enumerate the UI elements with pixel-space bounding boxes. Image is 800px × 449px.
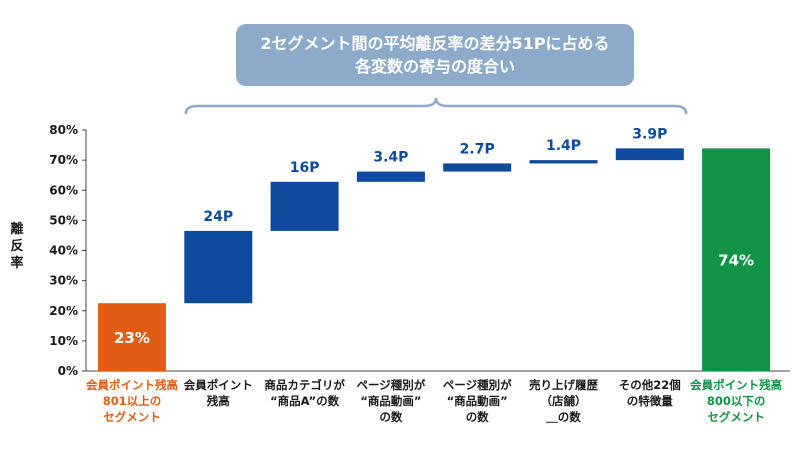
x-tick-label: の数 [379,410,402,424]
x-tick-label: 会員ポイント残高 [689,378,782,392]
x-tick-label: “商品動画” [360,394,421,408]
x-tick-label: 会員ポイント [183,378,253,392]
x-tick-label: ＿の数 [545,410,581,424]
x-tick-label: “商品A”の数 [270,394,339,408]
x-tick-label: ページ種別が [357,378,426,392]
bar-7 [615,148,684,161]
x-tick-label: その他22個 [619,378,681,392]
y-axis-label-char: 離 [10,221,23,237]
x-tick-label: セグメント [103,410,161,424]
x-tick-label: 残高 [207,394,230,408]
y-tick-label: 60% [49,183,78,197]
callout-line-2: 各変数の寄与の度合い [354,57,515,76]
y-tick-label: 40% [49,244,78,258]
bar-2 [184,230,253,304]
y-tick-label: 20% [49,304,78,318]
x-tick-label: セグメント [707,410,765,424]
bar-5 [443,163,512,172]
y-axis-label-char: 反 [10,238,23,254]
data-label-4: 3.4P [373,150,408,166]
x-tick-label: 商品カテゴリが [264,378,345,392]
bar-8 [702,148,771,371]
data-label-3: 16P [290,160,320,176]
x-tick-label: 801以上の [103,394,162,408]
y-tick-label: 30% [49,274,78,288]
x-tick-label: 会員ポイント残高 [85,378,178,392]
data-label-6: 1.4P [546,138,581,154]
callout-brace [184,97,688,115]
x-tick-label: 売り上げ履歴 [529,378,598,392]
y-tick-label: 70% [49,153,78,167]
x-tick-label: の数 [466,410,489,424]
bar-4 [356,171,425,182]
x-tick-label: （店舗） [541,394,587,408]
x-tick-label: ページ種別が [443,378,512,392]
y-tick-label: 50% [49,213,78,227]
data-label-5: 2.7P [460,141,495,157]
bar-1 [98,303,166,371]
data-label-2: 24P [203,209,233,225]
y-tick-label: 0% [58,364,78,378]
y-tick-label: 10% [49,334,78,348]
y-tick-label: 80% [49,123,78,137]
data-label-1: 23% [114,329,150,347]
chart-callout: 2セグメント間の平均離反率の差分51Pに占める 各変数の寄与の度合い [236,24,634,86]
y-axis-label-char: 率 [10,255,23,271]
data-label-8: 74% [718,252,754,270]
bar-3 [270,181,339,231]
x-tick-label: 800以下の [707,394,766,408]
x-tick-label: の特徴量 [627,394,673,408]
callout-line-1: 2セグメント間の平均離反率の差分51Pに占める [260,34,610,53]
bar-6 [529,160,598,164]
x-tick-label: “商品動画” [447,394,508,408]
data-label-7: 3.9P [632,126,667,142]
